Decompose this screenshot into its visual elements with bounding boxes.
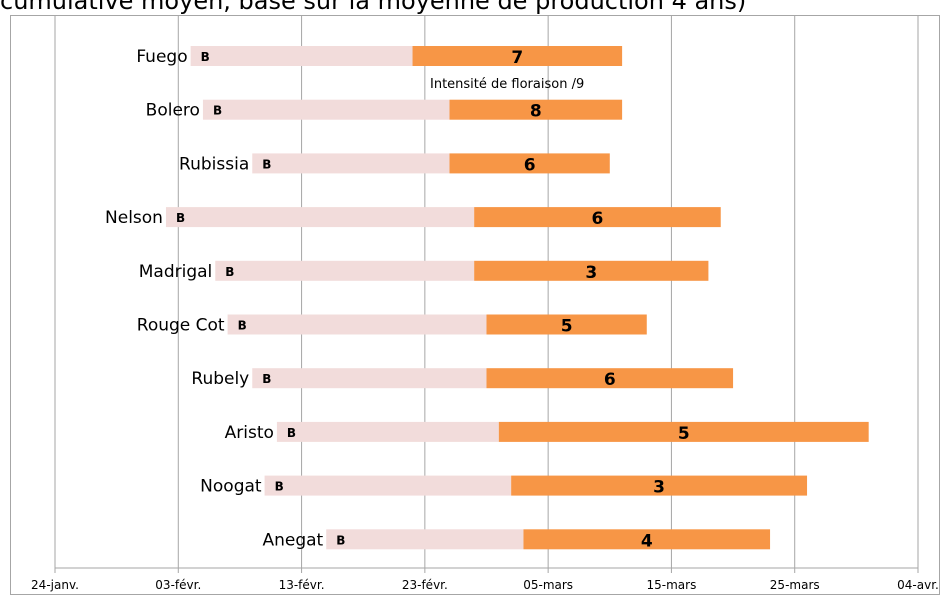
bar-pre-flowering <box>276 421 499 442</box>
data-label: 3 <box>585 263 597 283</box>
bar-pre-flowering <box>326 529 524 550</box>
x-tick-label: 25-mars <box>770 578 820 592</box>
bar-pre-flowering <box>190 46 413 66</box>
category-label: Rubely <box>191 369 249 389</box>
category-label: Rubissia <box>179 154 249 174</box>
bar-flowering <box>486 368 734 389</box>
bar-flowering <box>486 314 647 335</box>
bud-label: B <box>225 265 234 279</box>
bud-label: B <box>213 104 222 118</box>
data-label: 7 <box>511 48 523 68</box>
bud-label: B <box>275 480 284 494</box>
data-label: 5 <box>561 317 573 337</box>
x-tick-label: 03-févr. <box>155 578 201 592</box>
bar-pre-flowering <box>227 314 487 335</box>
category-label: Noogat <box>200 477 262 497</box>
bud-label: B <box>201 50 210 64</box>
category-label: Nelson <box>105 208 163 228</box>
x-tick-label: 05-mars <box>523 578 573 592</box>
category-label: Rouge Cot <box>137 316 225 336</box>
bar-pre-flowering <box>215 260 475 281</box>
bar-flowering <box>449 153 610 174</box>
x-tick-label: 04-avr. <box>897 578 939 592</box>
x-tick-label: 15-mars <box>647 578 697 592</box>
bar-pre-flowering <box>165 207 475 228</box>
category-label: Fuego <box>136 47 187 67</box>
data-label: 6 <box>524 155 536 175</box>
category-label: Aristo <box>225 423 274 443</box>
data-label: 4 <box>641 531 653 551</box>
data-label: 3 <box>653 478 665 498</box>
bud-label: B <box>287 426 296 440</box>
bar-pre-flowering <box>202 99 450 120</box>
data-label: 8 <box>530 102 542 122</box>
bar-flowering <box>474 207 721 228</box>
data-label: 6 <box>592 209 604 229</box>
bar-flowering <box>412 46 623 66</box>
bar-flowering <box>523 529 771 550</box>
data-label: 6 <box>604 370 616 390</box>
category-label: Madrigal <box>139 262 213 282</box>
bar-pre-flowering <box>252 368 487 389</box>
bud-label: B <box>336 533 345 547</box>
x-tick-label: 23-févr. <box>402 578 448 592</box>
bar-flowering <box>511 475 808 496</box>
bud-label: B <box>262 157 271 171</box>
annotation-label: Intensité de floraison /9 <box>430 77 584 92</box>
bud-label: B <box>238 319 247 333</box>
chart-caption: cumulative moyen, basé sur la moyenne de… <box>0 0 747 14</box>
data-label: 5 <box>678 424 690 444</box>
x-tick-label: 13-févr. <box>279 578 325 592</box>
category-label: Bolero <box>146 101 200 121</box>
x-tick-label: 24-janv. <box>31 578 79 592</box>
category-label: Anegat <box>262 530 323 550</box>
bar-flowering <box>498 421 869 442</box>
bar-pre-flowering <box>264 475 512 496</box>
bar-flowering <box>474 260 709 281</box>
bud-label: B <box>176 211 185 225</box>
bar-flowering <box>449 99 623 120</box>
chart-frame <box>10 15 940 595</box>
bar-pre-flowering <box>252 153 450 174</box>
bud-label: B <box>262 372 271 386</box>
